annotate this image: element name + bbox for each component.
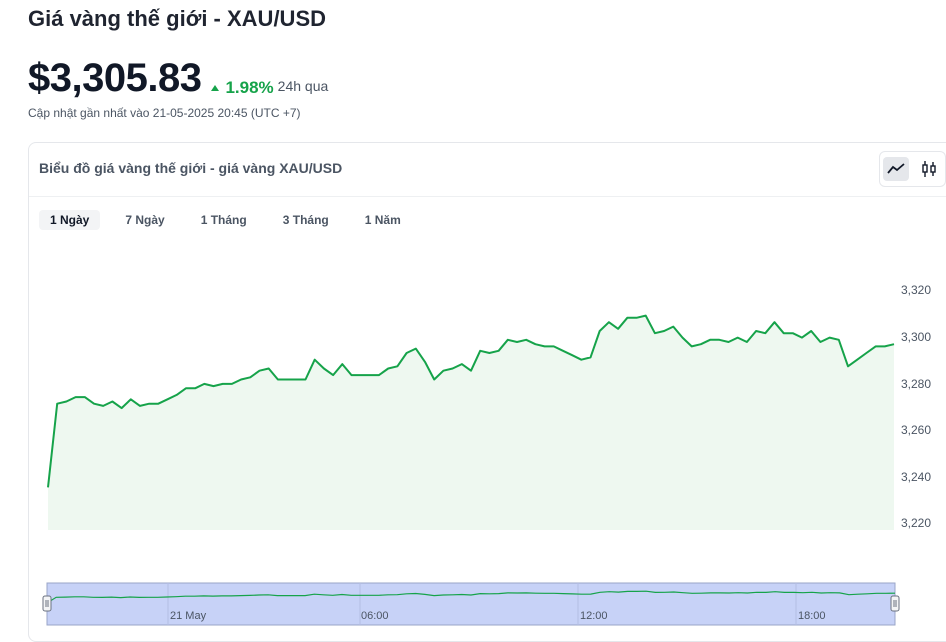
navigator-x-label: 21 May [170, 610, 206, 622]
y-tick-label: 3,320 [901, 283, 931, 297]
navigator-x-label: 12:00 [580, 610, 608, 622]
navigator-right-handle[interactable] [891, 596, 899, 611]
navigator-x-label: 18:00 [798, 610, 826, 622]
area-fill [48, 316, 894, 530]
navigator-x-label: 06:00 [361, 610, 389, 622]
chart-area [48, 316, 894, 531]
y-tick-label: 3,240 [901, 470, 931, 484]
y-tick-label: 3,260 [901, 423, 931, 437]
y-tick-label: 3,300 [901, 330, 931, 344]
y-tick-label: 3,220 [901, 516, 931, 530]
y-tick-label: 3,280 [901, 377, 931, 391]
navigator-left-handle[interactable] [43, 596, 51, 611]
